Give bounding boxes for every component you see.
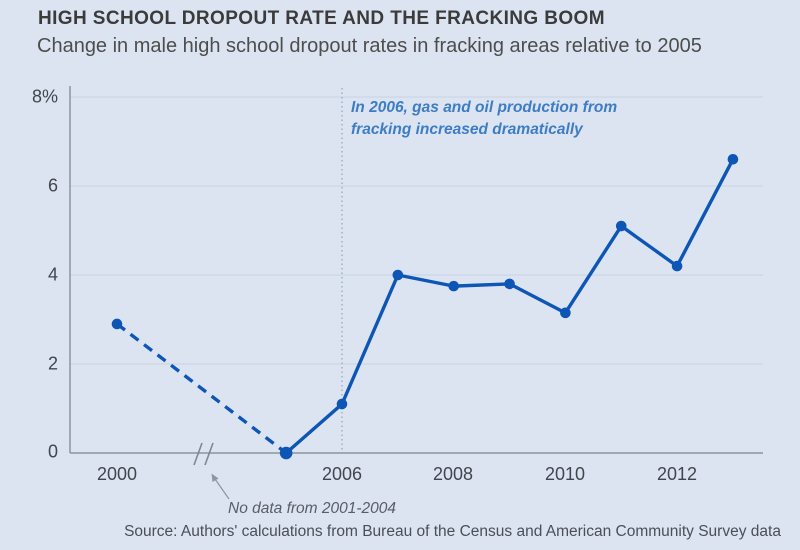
chart-subtitle: Change in male high school dropout rates… [37,35,702,57]
source-credit: Source: Authors' calculations from Burea… [124,523,781,540]
axis-break-icon [193,442,214,466]
data-point-2012 [671,260,683,272]
data-point-2008 [448,280,460,292]
data-point-2000 [111,318,123,330]
data-point-2009 [504,278,515,290]
pre-break-dashed-line [115,322,288,455]
data-point-2013 [727,154,739,165]
data-point-2011 [615,220,627,232]
no-data-arrow-icon [211,473,230,500]
no-data-note: No data from 2001-2004 [228,500,397,517]
data-point-2006 [336,398,348,410]
x-tick-label-2000: 2000 [96,464,138,484]
trend-line [284,157,735,455]
page-title: HIGH SCHOOL DROPOUT RATE AND THE FRACKIN… [38,8,605,29]
x-tick-label-2008: 2008 [432,464,474,484]
y-tick-label-6: 6 [47,175,58,196]
data-point-2010 [560,307,571,319]
data-point-2007 [392,269,404,281]
y-tick-label-8: 8% [31,86,58,107]
x-tick-label-2006: 2006 [321,464,363,484]
fracking-annotation: In 2006, gas and oil production from fra… [351,97,617,141]
y-tick-label-0: 0 [47,441,58,462]
data-series-layer [111,154,739,460]
y-tick-label-4: 4 [47,264,58,285]
x-tick-label-2010: 2010 [544,464,586,484]
fracking-annotation-line2: fracking increased dramatically [351,121,583,138]
data-point-2005 [279,446,293,460]
fracking-annotation-line1: In 2006, gas and oil production from [351,99,618,116]
y-tick-label-2: 2 [47,353,58,374]
x-tick-label-2012: 2012 [656,464,698,484]
gridlines [70,96,763,365]
